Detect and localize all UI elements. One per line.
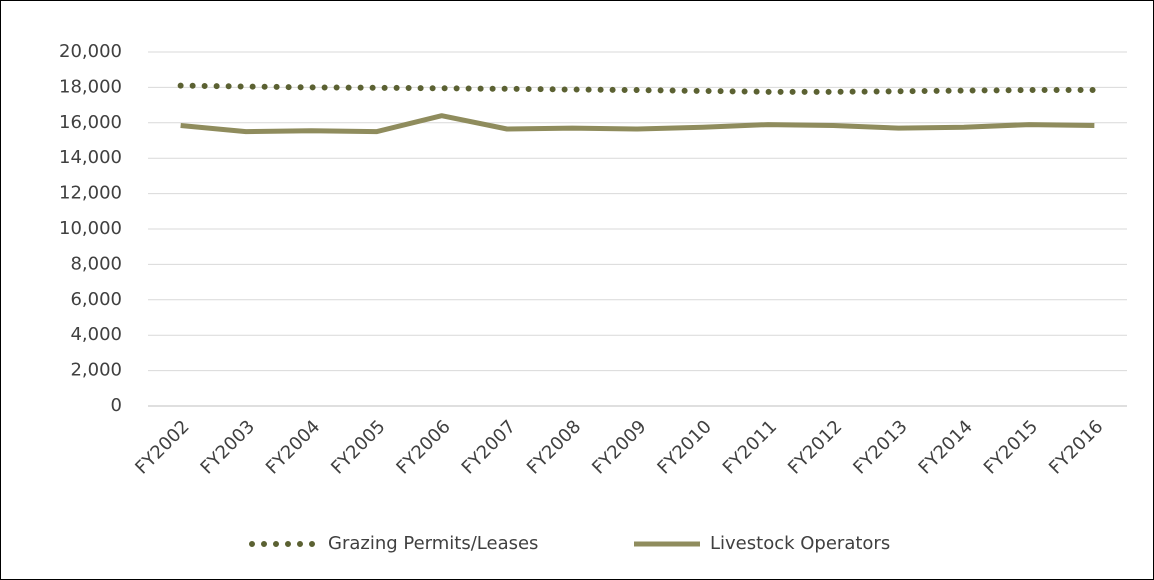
- legend-label: Livestock Operators: [710, 533, 890, 554]
- y-tick-label: 14,000: [59, 147, 122, 168]
- y-tick-label: 12,000: [59, 183, 122, 204]
- series-line: [177, 82, 1098, 95]
- y-tick-label: 8,000: [70, 253, 122, 274]
- y-tick-label: 16,000: [59, 112, 122, 133]
- y-tick-label: 0: [111, 395, 122, 416]
- series-line: [180, 113, 1095, 135]
- legend-label: Grazing Permits/Leases: [328, 533, 538, 554]
- y-tick-label: 4,000: [70, 324, 122, 345]
- y-tick-label: 20,000: [59, 41, 122, 62]
- y-tick-label: 6,000: [70, 289, 122, 310]
- y-tick-label: 10,000: [59, 218, 122, 239]
- y-tick-label: 18,000: [59, 76, 122, 97]
- y-tick-label: 2,000: [70, 360, 122, 381]
